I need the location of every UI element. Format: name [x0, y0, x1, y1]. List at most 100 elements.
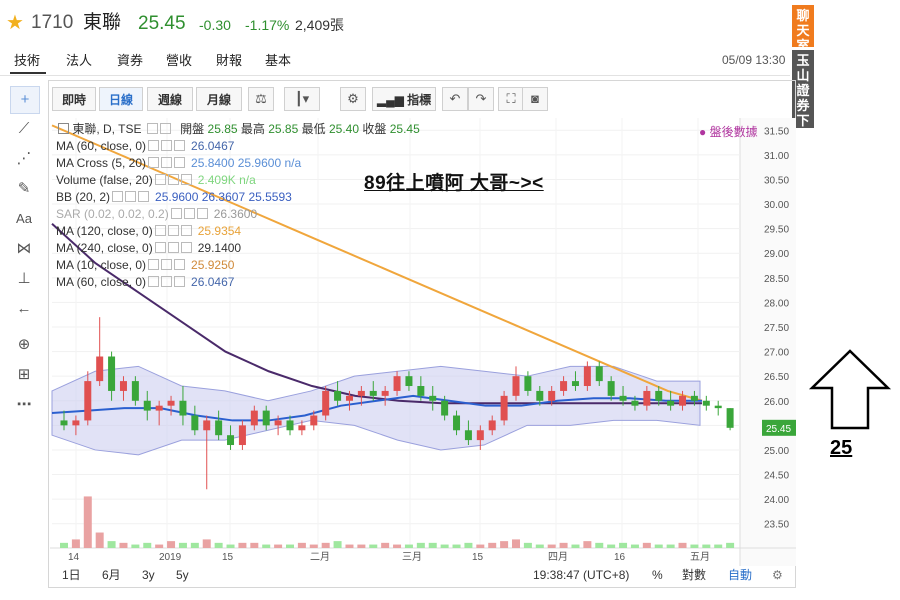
legend-settings-icon[interactable] — [159, 123, 171, 134]
legend-eye-icon[interactable] — [146, 123, 158, 134]
indicators-button[interactable]: ▂▄▆ 指標 — [372, 87, 436, 111]
after-hours-data[interactable]: ● 盤後數據 — [699, 125, 758, 139]
period-monthly-button[interactable]: 月線 — [196, 87, 242, 111]
tab-revenue[interactable]: 營收 — [166, 53, 193, 68]
fib-tool-icon[interactable]: ⋰ — [16, 150, 32, 167]
brush-icon[interactable]: ✎ — [17, 180, 31, 197]
legend-eye-icon[interactable] — [154, 174, 166, 185]
zoom-in-icon[interactable]: ⊕ — [17, 336, 31, 353]
tab-institutional[interactable]: 法人 — [66, 53, 93, 68]
period-daily-button[interactable]: 日線 — [99, 87, 143, 111]
x-tick-label: 2019 — [159, 552, 182, 563]
legend-close-icon[interactable] — [174, 140, 186, 151]
active-tab-indicator — [10, 72, 46, 74]
trade-volume: 2,409張 — [295, 17, 345, 33]
volume-bar — [286, 544, 294, 548]
trend-line-icon[interactable]: ⟋ — [18, 120, 30, 137]
arrow-left-icon[interactable]: ← — [16, 300, 32, 317]
volume-bar — [571, 544, 580, 548]
tab-financials[interactable]: 財報 — [216, 53, 243, 68]
legend-eye-icon[interactable] — [148, 157, 160, 168]
pattern-tool-icon[interactable]: ⋈ — [16, 240, 32, 257]
legend-close-icon[interactable] — [174, 259, 186, 270]
candle-body — [679, 395, 687, 406]
chatroom-tab[interactable]: 聊天室 — [792, 5, 814, 53]
candle-body — [155, 405, 163, 411]
legend-settings-icon[interactable] — [167, 225, 179, 236]
y-tick-label: 30.00 — [764, 200, 789, 211]
more-tools-icon[interactable]: ⋯ — [16, 396, 32, 413]
candle-body — [405, 376, 413, 387]
legend-eye-icon[interactable] — [170, 208, 182, 219]
legend-eye-icon[interactable] — [112, 191, 124, 202]
tab-basic[interactable]: 基本 — [265, 53, 292, 68]
price-chart[interactable]: 31.50 31.00 30.50 30.00 29.50 29.00 28.50 28.00… — [50, 118, 796, 566]
scale-icon[interactable]: ⚖ — [248, 87, 274, 111]
auto-scale-toggle[interactable]: 自動 — [728, 568, 753, 582]
legend-settings-icon[interactable] — [161, 259, 173, 270]
volume-bar — [119, 542, 128, 548]
candle-body — [167, 400, 175, 406]
candle-body — [72, 420, 80, 426]
legend-close-icon[interactable] — [174, 276, 186, 287]
legend-settings-icon[interactable] — [183, 208, 195, 219]
fullscreen-icon[interactable]: ⛶ — [498, 87, 524, 111]
last-price-box — [762, 419, 796, 436]
candle-body — [131, 381, 139, 401]
legend-eye-icon[interactable] — [148, 276, 160, 287]
undo-icon[interactable]: ↶ — [442, 87, 468, 111]
volume-bar — [464, 542, 473, 548]
legend-eye-icon[interactable] — [148, 259, 160, 270]
percent-scale-toggle[interactable]: % — [652, 568, 663, 582]
candle-body — [619, 395, 627, 401]
tab-technical[interactable]: 技術 — [14, 53, 41, 68]
legend-settings-icon[interactable] — [161, 157, 173, 168]
range-6m-button[interactable]: 6月 — [102, 568, 121, 582]
x-tick-label: 二月 — [310, 551, 330, 563]
legend-settings-icon[interactable] — [125, 191, 137, 202]
range-1d-button[interactable]: 1日 — [62, 568, 81, 582]
volume-bar — [60, 542, 68, 548]
favorite-star-icon[interactable]: ★ — [6, 12, 24, 34]
text-tool-icon[interactable]: Aa — [16, 211, 32, 226]
log-scale-toggle[interactable]: 對數 — [682, 568, 707, 582]
period-realtime-button[interactable]: 即時 — [52, 87, 96, 111]
chart-type-icon[interactable]: ┃▾ — [284, 87, 320, 111]
crosshair-icon[interactable]: + — [10, 86, 40, 114]
legend-indicator-value: 25.9354 — [197, 224, 242, 238]
candle-body — [536, 390, 544, 401]
candle-body — [286, 420, 294, 431]
legend-settings-icon[interactable] — [167, 242, 179, 253]
legend-indicator-label: SAR (0.02, 0.02, 0.2) — [56, 207, 169, 221]
legend-eye-icon[interactable] — [154, 242, 166, 253]
tab-margin[interactable]: 資券 — [117, 53, 144, 68]
stock-name: 東聯 — [83, 12, 122, 33]
candle-body — [524, 376, 532, 391]
legend-eye-icon[interactable] — [148, 140, 160, 151]
camera-icon[interactable]: ◙ — [522, 87, 548, 111]
legend-close-icon[interactable] — [180, 225, 192, 236]
legend-settings-icon[interactable] — [161, 276, 173, 287]
ruler-icon[interactable]: ⊞ — [17, 366, 31, 383]
legend-settings-icon[interactable] — [167, 174, 179, 185]
y-tick-label: 27.50 — [764, 323, 789, 334]
legend-close-icon[interactable] — [174, 157, 186, 168]
gear-icon[interactable]: ⚙ — [772, 568, 783, 582]
volume-bar — [95, 532, 104, 548]
legend-close-icon[interactable] — [196, 208, 208, 219]
broker-order-tab[interactable]: 玉山證券下單 — [792, 50, 814, 143]
legend-close-icon[interactable] — [180, 242, 192, 253]
legend-settings-icon[interactable] — [161, 140, 173, 151]
legend-close-icon[interactable] — [180, 174, 192, 185]
legend-eye-icon[interactable] — [154, 225, 166, 236]
period-weekly-button[interactable]: 週線 — [147, 87, 193, 111]
gear-icon[interactable]: ⚙ — [340, 87, 366, 111]
range-3y-button[interactable]: 3y — [142, 568, 155, 582]
redo-icon[interactable]: ↷ — [468, 87, 494, 111]
volume-bar — [226, 544, 235, 548]
collapse-icon[interactable] — [58, 123, 69, 134]
range-5y-button[interactable]: 5y — [176, 568, 189, 582]
measure-tool-icon[interactable]: ⊥ — [17, 270, 31, 287]
candle-body — [108, 356, 116, 391]
legend-close-icon[interactable] — [138, 191, 150, 202]
